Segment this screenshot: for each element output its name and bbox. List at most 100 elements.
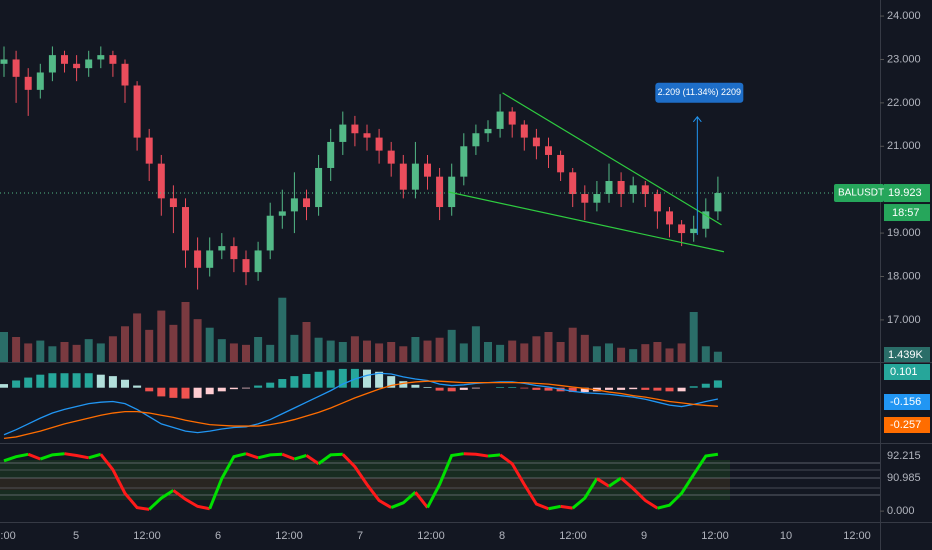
candle-body	[24, 76, 32, 90]
candle-body	[593, 194, 601, 203]
candle-body	[399, 163, 407, 190]
osc-line	[39, 452, 65, 461]
candle-body	[36, 72, 44, 90]
volume-bar	[242, 344, 250, 362]
candle-body	[327, 141, 335, 168]
volume-bar	[36, 340, 45, 362]
macd-histogram-bar	[713, 380, 722, 388]
volume-bar	[592, 346, 601, 362]
trendline	[502, 92, 722, 226]
volume-bar	[24, 343, 33, 362]
volume-bar	[459, 343, 468, 362]
osc-line	[208, 452, 247, 510]
candle-body	[182, 207, 189, 251]
candle-body	[496, 111, 504, 129]
candle-body	[629, 185, 637, 195]
macd-label: -0.156	[890, 396, 921, 408]
candle-body	[460, 146, 468, 177]
macd-histogram-bar	[423, 386, 432, 388]
volume-bar	[363, 340, 371, 362]
candle-body	[702, 211, 710, 229]
macd-histogram-bar	[157, 387, 166, 397]
macd-badge	[884, 394, 930, 410]
trendline	[447, 191, 725, 253]
y-tick-label: 21.000	[887, 140, 921, 152]
osc-line	[608, 476, 622, 488]
candle-body	[73, 63, 81, 69]
candle-body	[472, 133, 480, 147]
macd-line	[3, 372, 719, 436]
macd-histogram-bar	[459, 387, 468, 390]
volume-bar	[229, 343, 238, 362]
candle-body	[605, 181, 613, 195]
osc-line	[99, 453, 150, 511]
volume-bar	[641, 344, 650, 362]
candle-body	[121, 63, 129, 86]
signal-line	[3, 380, 718, 440]
macd-histogram-bar	[205, 387, 214, 395]
macd-histogram-bar	[580, 387, 589, 393]
volume-bar	[48, 346, 57, 362]
volume-bar	[435, 337, 444, 362]
macd-histogram-bar	[84, 373, 93, 388]
x-tick-label: 12:00	[843, 530, 871, 542]
volume-bar	[96, 343, 105, 362]
macd-histogram-bar	[24, 377, 33, 388]
macd-histogram-bar	[36, 374, 45, 388]
x-tick-label: 9	[641, 530, 647, 542]
candle-body	[436, 176, 444, 208]
macd-histogram-bar	[193, 387, 202, 398]
candle-body	[133, 85, 141, 138]
candle-body	[545, 146, 552, 155]
macd-histogram-bar	[48, 373, 57, 388]
x-tick-label: 12:00	[275, 530, 303, 542]
macd-histogram-bar	[229, 387, 238, 390]
candle-body	[581, 194, 589, 203]
candle-body	[532, 137, 540, 147]
volume-bar	[387, 342, 396, 362]
osc-line	[560, 504, 573, 510]
x-tick-label: 12:00	[417, 530, 445, 542]
candle-body	[557, 154, 565, 173]
volume-bar	[508, 340, 517, 362]
macd-histogram-bar	[302, 373, 311, 388]
osc-line	[499, 453, 550, 511]
macd-histogram-bar	[387, 376, 396, 388]
candle-body	[678, 224, 686, 234]
macd-histogram-bar	[350, 368, 359, 388]
osc-line	[148, 489, 175, 511]
volume-bar	[665, 348, 674, 362]
volume-bar	[157, 310, 166, 362]
volume-bar	[254, 337, 263, 362]
volume-bar	[568, 327, 577, 362]
macd-histogram-bar	[217, 387, 226, 392]
osc-line	[257, 452, 283, 460]
macd-histogram-bar	[0, 384, 8, 388]
candle-body	[85, 59, 93, 69]
volume-bar	[605, 343, 613, 362]
osc-line	[88, 452, 102, 460]
volume-bar	[653, 342, 662, 362]
osc-line	[426, 452, 465, 509]
candle-body	[206, 250, 214, 268]
macd-label: -0.257	[890, 419, 921, 431]
candle-body	[97, 55, 105, 60]
volume-bar	[399, 346, 408, 362]
volume-bar	[121, 326, 129, 362]
candle-body	[714, 193, 722, 212]
volume-bar	[375, 343, 384, 362]
x-tick-label: 12:00	[701, 530, 729, 542]
volume-bar	[314, 337, 323, 362]
volume-bar	[193, 319, 202, 362]
candle-body	[315, 167, 323, 208]
volume-bar	[169, 324, 178, 362]
volume-bar	[520, 343, 529, 362]
macd-histogram-bar	[338, 368, 347, 388]
macd-histogram-bar	[568, 387, 577, 393]
volume-bar	[532, 336, 541, 362]
osc-line	[571, 477, 599, 510]
symbol-label: BALUSDT	[838, 188, 884, 199]
candle-body	[351, 124, 359, 134]
